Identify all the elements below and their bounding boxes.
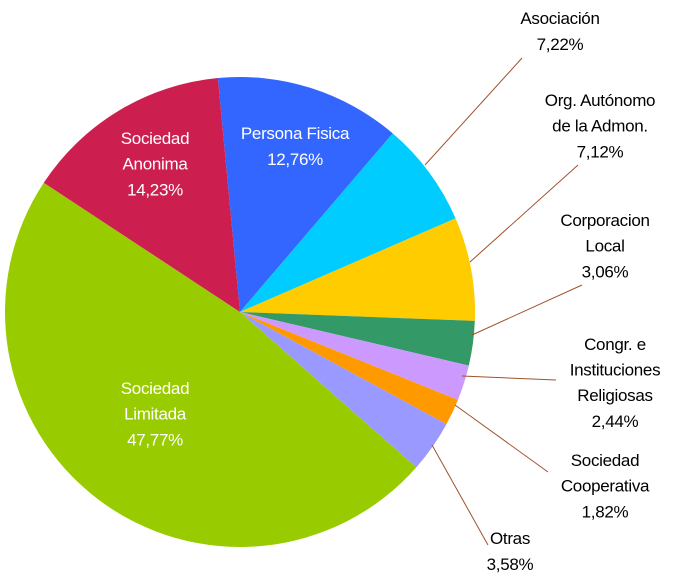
pie-slice xyxy=(5,182,417,547)
slice-label: Otras xyxy=(490,529,530,548)
value-label: 2,44% xyxy=(592,412,639,431)
value-label: 14,23% xyxy=(127,180,183,199)
leader-line xyxy=(469,164,579,263)
leader-line xyxy=(471,284,583,336)
slice-label: Asociación xyxy=(520,9,599,28)
pie-slice xyxy=(240,312,475,366)
leader-line xyxy=(461,375,557,381)
pie-slice xyxy=(240,312,458,425)
slice-label: Corporacion Local xyxy=(560,211,649,256)
leader-line xyxy=(424,57,523,166)
value-label: 7,22% xyxy=(537,35,584,54)
leader-line xyxy=(431,444,489,546)
pie-slice xyxy=(240,312,469,400)
slice-label: Org. Autónomo de la Admon. xyxy=(545,91,655,136)
value-label: 7,12% xyxy=(577,142,624,161)
slice-label: Persona Fisica xyxy=(241,124,350,143)
pie-slice xyxy=(240,218,475,321)
slice-label: Congr. e Instituciones Religiosas xyxy=(570,335,661,405)
value-label: 3,06% xyxy=(582,262,629,281)
pie-slice xyxy=(217,77,393,313)
leader-line xyxy=(454,404,549,473)
value-label: 47,77% xyxy=(127,430,183,449)
pie-slice xyxy=(43,78,240,312)
value-label: 12,76% xyxy=(267,150,323,169)
slice-label: Sociedad Anonima xyxy=(121,129,190,174)
value-label: 3,58% xyxy=(487,555,534,574)
pie-slice xyxy=(240,133,456,312)
pie-slice xyxy=(240,312,447,468)
slice-label: Sociedad Cooperativa xyxy=(561,451,650,496)
slice-label: Sociedad Limitada xyxy=(121,379,190,424)
value-label: 1,82% xyxy=(582,502,629,521)
